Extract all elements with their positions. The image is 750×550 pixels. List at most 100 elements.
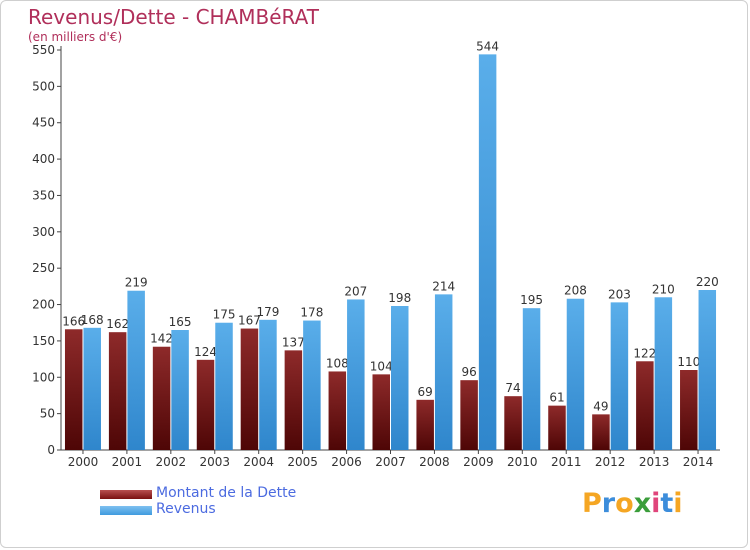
data-label-dette: 108	[326, 356, 349, 370]
x-tick-label: 2011	[551, 455, 582, 469]
bar-dette	[328, 371, 347, 450]
data-label-revenus: 178	[300, 306, 323, 320]
logo-letter: i	[673, 488, 683, 519]
logo-letter: P	[582, 488, 602, 519]
x-tick-label: 2007	[375, 455, 406, 469]
bar-dette	[196, 359, 215, 450]
bar-revenus	[83, 327, 101, 450]
x-tick-label: 2013	[639, 455, 670, 469]
data-label-dette: 162	[106, 317, 129, 331]
bar-dette	[460, 380, 478, 450]
bar-revenus	[478, 54, 497, 450]
data-label-revenus: 198	[388, 291, 411, 305]
y-tick-label: 550	[32, 43, 55, 57]
bar-dette	[680, 370, 698, 450]
legend-swatch-dette	[100, 490, 152, 499]
data-label-dette: 96	[461, 365, 476, 379]
y-tick-label: 400	[32, 152, 55, 166]
x-tick-label: 2000	[68, 455, 99, 469]
logo-letter: t	[660, 488, 674, 519]
bar-revenus	[434, 294, 453, 450]
bar-dette	[504, 396, 522, 450]
y-tick-label: 250	[32, 261, 55, 275]
data-label-dette: 49	[593, 399, 608, 413]
x-tick-label: 2009	[463, 455, 494, 469]
bar-dette	[592, 414, 610, 450]
data-label-dette: 166	[62, 314, 85, 328]
bar-dette	[64, 329, 83, 450]
legend-label-revenus: Revenus	[156, 501, 216, 517]
bar-dette	[372, 374, 390, 450]
x-tick-label: 2014	[683, 455, 714, 469]
data-label-revenus: 214	[432, 279, 455, 293]
bar-revenus	[654, 297, 673, 450]
y-tick-label: 450	[32, 116, 55, 130]
data-label-dette: 110	[677, 355, 700, 369]
bar-dette	[152, 346, 171, 450]
logo-letter: i	[651, 488, 661, 519]
x-tick-label: 2002	[156, 455, 187, 469]
bar-dette	[284, 350, 303, 450]
bar-revenus	[127, 290, 145, 450]
bar-revenus	[522, 308, 541, 450]
chart-title: Revenus/Dette - CHAMBéRAT	[28, 5, 319, 29]
data-label-revenus: 168	[81, 313, 104, 327]
x-tick-label: 2012	[595, 455, 626, 469]
y-tick-label: 200	[32, 298, 55, 312]
data-label-revenus: 203	[608, 287, 631, 301]
bar-revenus	[391, 306, 409, 450]
data-label-dette: 104	[370, 359, 393, 373]
data-label-dette: 124	[194, 345, 217, 359]
data-label-dette: 69	[418, 385, 433, 399]
bar-revenus	[259, 319, 277, 450]
x-tick-label: 2008	[419, 455, 450, 469]
data-label-dette: 61	[549, 391, 564, 405]
logo-letter: o	[615, 488, 634, 519]
bar-dette	[548, 405, 566, 450]
data-label-revenus: 165	[169, 315, 192, 329]
y-tick-label: 50	[40, 407, 55, 421]
data-label-revenus: 175	[213, 308, 236, 322]
data-label-revenus: 195	[520, 293, 543, 307]
x-tick-label: 2001	[112, 455, 143, 469]
bar-revenus	[171, 330, 189, 450]
y-tick-label: 350	[32, 188, 55, 202]
chart-subtitle: (en milliers d'€)	[28, 30, 123, 44]
bar-revenus	[610, 302, 629, 450]
x-tick-label: 2010	[507, 455, 538, 469]
data-label-revenus: 544	[476, 39, 499, 53]
y-tick-label: 300	[32, 225, 55, 239]
bar-revenus	[566, 298, 585, 450]
data-label-dette: 74	[505, 381, 520, 395]
x-tick-label: 2006	[331, 455, 362, 469]
data-label-revenus: 210	[652, 282, 675, 296]
data-label-dette: 167	[238, 314, 261, 328]
bar-dette	[636, 361, 654, 450]
bar-dette	[108, 332, 127, 450]
data-label-revenus: 219	[125, 276, 148, 290]
proxiti-logo: Proxiti	[582, 488, 683, 519]
bar-dette	[240, 328, 259, 450]
data-label-revenus: 220	[696, 275, 719, 289]
logo-letter: x	[633, 488, 652, 519]
x-tick-label: 2005	[287, 455, 318, 469]
y-tick-label: 100	[32, 370, 55, 384]
x-tick-label: 2003	[199, 455, 230, 469]
legend-swatch-revenus	[100, 506, 152, 515]
bar-revenus	[215, 322, 233, 450]
y-tick-label: 500	[32, 79, 55, 93]
legend-label-dette: Montant de la Dette	[156, 485, 297, 501]
data-label-dette: 142	[150, 332, 173, 346]
bar-dette	[416, 399, 434, 450]
data-label-revenus: 208	[564, 284, 587, 298]
y-tick-label: 150	[32, 334, 55, 348]
y-tick-label: 0	[47, 443, 55, 457]
data-label-dette: 137	[282, 335, 305, 349]
data-label-revenus: 179	[256, 305, 279, 319]
x-tick-label: 2004	[243, 455, 274, 469]
data-label-dette: 122	[633, 346, 656, 360]
bar-revenus	[303, 320, 321, 450]
logo-letter: r	[601, 488, 616, 519]
